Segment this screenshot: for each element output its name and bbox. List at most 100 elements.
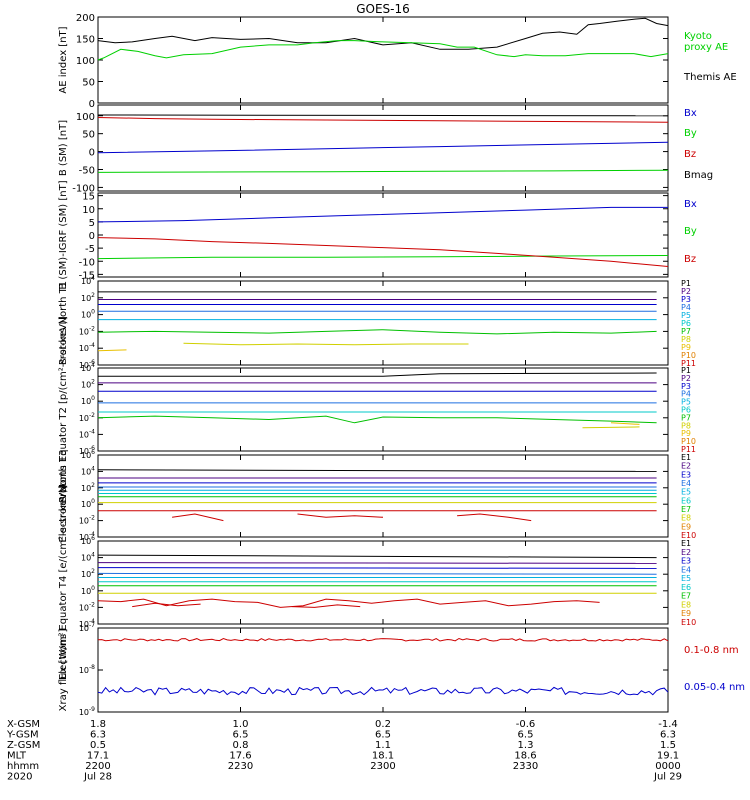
legend-entry: P11 <box>681 445 696 454</box>
series-line <box>97 415 657 424</box>
legend-entry: P9 <box>681 343 691 352</box>
legend-entry: P6 <box>681 406 691 415</box>
legend-entry: E2 <box>681 462 691 471</box>
series-line <box>610 422 640 425</box>
y-axis-label: Protons Equator T2 [p/(cm²-s-sr-keV)] <box>58 316 69 503</box>
series-line <box>97 637 669 642</box>
series-line <box>97 206 668 223</box>
y-tick-label: 0 <box>89 99 95 110</box>
legend-entry: 0.05-0.4 nm <box>684 682 745 693</box>
panel-electrons_t3: 10-4 10-2 100 102 104 106 Electrons North T3 E1… <box>58 449 696 543</box>
legend-entry: E8 <box>681 514 691 523</box>
legend-entry: Bx <box>684 199 697 210</box>
x-row-value: 18.1 <box>372 751 394 762</box>
x-row-value: 19.1 <box>657 751 679 762</box>
series-line <box>582 426 640 429</box>
y-tick-label: 104 <box>81 362 95 373</box>
plot-title: GOES-16 <box>356 2 410 16</box>
legend-entry: P9 <box>681 429 691 438</box>
legend-entry: E6 <box>681 583 691 592</box>
legend-entry: P5 <box>681 398 691 407</box>
legend-entry: 0.1-0.8 nm <box>684 645 739 656</box>
legend-entry: By <box>684 128 697 139</box>
legend-entry: P7 <box>681 413 691 422</box>
legend-entry: E7 <box>681 592 691 601</box>
x-row-value: 1.3 <box>518 740 534 751</box>
legend-entry: P11 <box>681 359 696 368</box>
legend-entry: E8 <box>681 600 691 609</box>
series-line <box>97 469 657 472</box>
x-row-label: MLT <box>7 751 27 762</box>
x-row-value: 2200 <box>85 761 110 772</box>
legend-entry: P8 <box>681 335 691 344</box>
y-tick-label: 10-4 <box>79 342 95 353</box>
panel-electrons_t4: 10-4 10-2 100 102 104 106 Electrons Equator T4… <box>58 485 696 680</box>
y-tick-label: 10-9 <box>79 706 95 717</box>
y-axis-label: B (SM)-IGRF (SM) [nT] <box>58 180 69 289</box>
legend-entry: E4 <box>681 479 691 488</box>
x-row-label: 2020 <box>7 772 32 783</box>
y-axis-label: Electrons North T3 <box>58 449 69 542</box>
panel-frame <box>97 627 669 713</box>
x-row-value: 1.8 <box>90 719 106 730</box>
y-tick-label: -5 <box>85 244 95 255</box>
series-line <box>97 562 657 564</box>
y-tick-label: 10-2 <box>79 515 95 526</box>
y-tick-label: 10-4 <box>79 428 95 439</box>
legend-entry: E3 <box>681 470 691 479</box>
legend-entry: Bz <box>684 149 696 160</box>
y-tick-label: 10-2 <box>79 412 95 423</box>
y-axis-label: Xray flux [W/m²] <box>58 629 69 712</box>
legend-entry: By <box>684 226 697 237</box>
legend-entry: E7 <box>681 505 691 514</box>
legend-entry: E10 <box>681 618 696 627</box>
series-line <box>97 141 669 154</box>
legend-entry: P2 <box>681 374 691 383</box>
y-axis-label: B (SM) [nT] <box>58 120 69 176</box>
y-tick-label: -15 <box>79 270 95 281</box>
series-line <box>97 554 657 559</box>
y-tick-label: 106 <box>81 449 95 460</box>
y-tick-label: 100 <box>76 56 95 67</box>
x-row-value: 18.6 <box>514 751 536 762</box>
panel-protons_t2: 10-6 10-4 10-2 100 102 104 Protons Equator T2 … <box>58 316 696 503</box>
legend-entry: Themis AE <box>683 72 737 83</box>
x-row-value: 2230 <box>228 761 253 772</box>
legend-entry: P10 <box>681 351 696 360</box>
panel-frame <box>97 540 669 625</box>
y-tick-label: 0 <box>89 231 95 242</box>
legend-entry: E1 <box>681 453 691 462</box>
series-line <box>97 349 127 352</box>
x-row-value: 17.6 <box>229 751 251 762</box>
series-line <box>132 602 201 608</box>
legend-entry: P3 <box>681 295 691 304</box>
series-line <box>97 686 669 696</box>
x-row-value: 17.1 <box>87 751 109 762</box>
x-row-value: 1.1 <box>375 740 391 751</box>
y-tick-label: 10-6 <box>79 359 95 370</box>
panel-frame <box>97 280 669 366</box>
x-row-value: 1.5 <box>660 740 676 751</box>
y-tick-label: 10-7 <box>79 622 95 633</box>
y-tick-label: 104 <box>81 552 95 563</box>
series-line <box>297 513 384 518</box>
y-tick-label: 102 <box>81 568 95 579</box>
legend-entry: P1 <box>681 279 691 288</box>
y-axis-label: Protons North T1 <box>58 281 69 365</box>
series-line <box>97 567 657 569</box>
y-tick-label: 0 <box>89 148 95 159</box>
y-tick-label: 100 <box>81 498 95 509</box>
x-row-value: -1.4 <box>658 719 678 730</box>
x-row-value: 6.5 <box>375 730 391 741</box>
legend-entry: E4 <box>681 565 691 574</box>
x-row-label: X-GSM <box>7 719 40 730</box>
y-tick-label: 10-2 <box>79 325 95 336</box>
x-row-value: 0.2 <box>375 719 391 730</box>
panel-frame <box>97 454 669 538</box>
series-line <box>97 329 657 335</box>
y-tick-label: 102 <box>81 379 95 390</box>
legend-entry: E5 <box>681 488 691 497</box>
y-tick-label: 150 <box>76 35 95 46</box>
series-line <box>97 40 669 61</box>
